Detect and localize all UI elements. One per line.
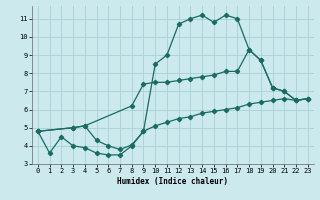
X-axis label: Humidex (Indice chaleur): Humidex (Indice chaleur) xyxy=(117,177,228,186)
